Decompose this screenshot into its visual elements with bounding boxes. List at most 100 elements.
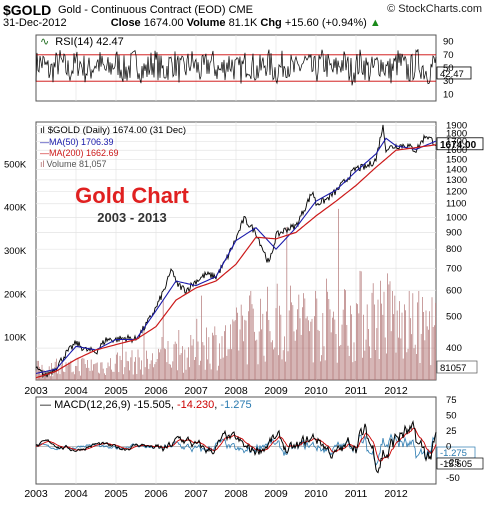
price-x-tick-label: 2012 bbox=[384, 385, 408, 397]
macd-value: -15.505 bbox=[134, 399, 171, 411]
price-tick-label: 1100 bbox=[446, 199, 466, 210]
macd-line bbox=[35, 419, 437, 474]
price-x-tick-label: 2004 bbox=[64, 385, 88, 397]
rsi-tick-label: 70 bbox=[443, 50, 454, 61]
macd-legend: — MACD(12,26,9) -15.505, -14.230, -1.275 bbox=[40, 399, 252, 411]
price-x-tick-label: 2008 bbox=[224, 385, 248, 397]
quote-date: 31-Dec-2012 bbox=[3, 17, 67, 29]
macd-hist-value-label: -1.275 bbox=[440, 448, 467, 459]
volume-bars bbox=[35, 208, 437, 380]
price-x-tick-label: 2003 bbox=[24, 385, 48, 397]
macd-histogram-line bbox=[35, 433, 437, 466]
gridlines bbox=[36, 35, 436, 484]
macd-histogram-value: -1.275 bbox=[220, 399, 251, 411]
macd-tick-label: -25 bbox=[446, 457, 460, 468]
macd-x-tick-label: 2007 bbox=[184, 488, 208, 500]
axis-labels: 90 70 50 30 10 190018001700160015001400130012… bbox=[4, 37, 467, 500]
quote-line: 31-Dec-2012 Close 1674.00 Volume 81.1K C… bbox=[3, 17, 381, 29]
legend-ma200: —MA(200) 1662.69 bbox=[40, 148, 119, 158]
macd-x-tick-label: 2003 bbox=[24, 488, 48, 500]
price-tick-label: 1600 bbox=[446, 145, 467, 156]
price-tick-label: 700 bbox=[446, 263, 462, 274]
macd-value-label: -15.505 bbox=[440, 459, 472, 470]
description: Gold - Continuous Contract (EOD) bbox=[58, 4, 226, 16]
macd-x-tick-label: 2004 bbox=[64, 488, 88, 500]
price-tick-label: 1400 bbox=[446, 164, 467, 175]
macd-x-tick-label: 2005 bbox=[104, 488, 128, 500]
legend-ma200-swatch: — bbox=[40, 148, 49, 158]
price-tick-label: 1200 bbox=[446, 186, 467, 197]
chg-value: +15.60 (+0.94%) bbox=[284, 17, 367, 29]
rsi-line bbox=[35, 49, 437, 86]
macd-value-box bbox=[436, 457, 484, 470]
macd-legend-name: MACD(12,26,9) bbox=[54, 399, 130, 411]
price-x-tick-label: 2009 bbox=[264, 385, 288, 397]
price-tick-label: 500 bbox=[446, 311, 462, 322]
symbol: $GOLD bbox=[3, 2, 52, 18]
copyright[interactable]: © StockCharts.com bbox=[387, 3, 482, 15]
rsi-legend: ∿ RSI(14) 42.47 bbox=[40, 36, 124, 48]
price-tick-label: 1500 bbox=[446, 154, 467, 165]
macd-tick-label: 75 bbox=[446, 395, 457, 406]
chg-label: Chg bbox=[260, 17, 282, 29]
exchange: CME bbox=[228, 4, 254, 16]
price-tick-label: 600 bbox=[446, 285, 462, 296]
legend-volume: ıl Volume 81,057 bbox=[40, 159, 107, 169]
legend-gold: ıl $GOLD (Daily) 1674.00 (31 Dec) bbox=[40, 125, 186, 136]
price-tick-label: 1900 bbox=[446, 121, 467, 132]
macd-x-tick-label: 2012 bbox=[384, 488, 408, 500]
last-volume-label: 81057 bbox=[440, 363, 466, 374]
macd-x-tick-label: 2008 bbox=[224, 488, 248, 500]
rsi-legend-text: RSI(14) 42.47 bbox=[55, 36, 123, 48]
macd-x-tick-label: 2011 bbox=[345, 488, 368, 500]
macd-tick-label: 0 bbox=[446, 442, 451, 453]
price-series-ma50 bbox=[35, 137, 437, 375]
chart-subtitle: 2003 - 2013 bbox=[97, 210, 166, 225]
macd-tick-label: 25 bbox=[446, 426, 457, 437]
price-x-tick-label: 2011 bbox=[345, 385, 368, 397]
price-x-tick-label: 2010 bbox=[304, 385, 328, 397]
rsi-panel: 42.47 bbox=[35, 49, 472, 86]
price-tick-label: 1000 bbox=[446, 212, 467, 223]
price-tick-label: 1800 bbox=[446, 128, 467, 139]
volume-tick-label: 300K bbox=[4, 246, 27, 257]
macd-panel: -1.275-15.505 bbox=[35, 419, 484, 474]
price-tick-label: 1300 bbox=[446, 175, 467, 186]
price-series-ma200 bbox=[35, 144, 437, 379]
close-label: Close bbox=[110, 17, 141, 29]
volume-tick-label: 400K bbox=[4, 203, 27, 214]
macd-x-tick-label: 2009 bbox=[264, 488, 288, 500]
macd-signal-value: -14.230 bbox=[177, 399, 214, 411]
legend-volume-icon: ıl bbox=[40, 159, 45, 169]
rsi-tick-label: 30 bbox=[443, 76, 454, 87]
chart-title: Gold Chart bbox=[75, 183, 189, 208]
price-tick-label: 900 bbox=[446, 227, 462, 238]
macd-tick-label: 50 bbox=[446, 411, 457, 422]
volume-label: Volume bbox=[186, 17, 226, 29]
legend-gold-icon: ıl bbox=[40, 125, 45, 136]
chart-description: Gold - Continuous Contract (EOD) CME bbox=[58, 4, 253, 16]
rsi-legend-icon: ∿ bbox=[40, 36, 49, 48]
price-x-tick-label: 2005 bbox=[104, 385, 128, 397]
volume-tick-label: 500K bbox=[4, 159, 27, 170]
last-volume-box bbox=[436, 360, 478, 374]
legend-ma50-swatch: — bbox=[40, 137, 49, 147]
price-tick-label: 400 bbox=[446, 343, 462, 354]
price-tick-label: 1700 bbox=[446, 137, 467, 148]
macd-tick-label: -50 bbox=[446, 473, 460, 484]
macd-signal-line bbox=[35, 427, 437, 462]
rsi-tick-label: 50 bbox=[443, 63, 454, 74]
volume-value: 81.1K bbox=[228, 17, 258, 29]
last-price-box bbox=[436, 137, 484, 151]
volume-tick-label: 200K bbox=[4, 289, 27, 300]
legend-ma50: —MA(50) 1706.39 bbox=[40, 137, 114, 147]
rsi-tick-label: 10 bbox=[443, 89, 454, 100]
close-value: 1674.00 bbox=[143, 17, 184, 29]
macd-x-tick-label: 2010 bbox=[304, 488, 328, 500]
macd-legend-swatch: — bbox=[40, 399, 51, 411]
price-x-tick-label: 2006 bbox=[144, 385, 168, 397]
chg-arrow-icon: ▲ bbox=[369, 17, 381, 29]
price-x-tick-label: 2007 bbox=[184, 385, 208, 397]
macd-x-tick-label: 2006 bbox=[144, 488, 168, 500]
